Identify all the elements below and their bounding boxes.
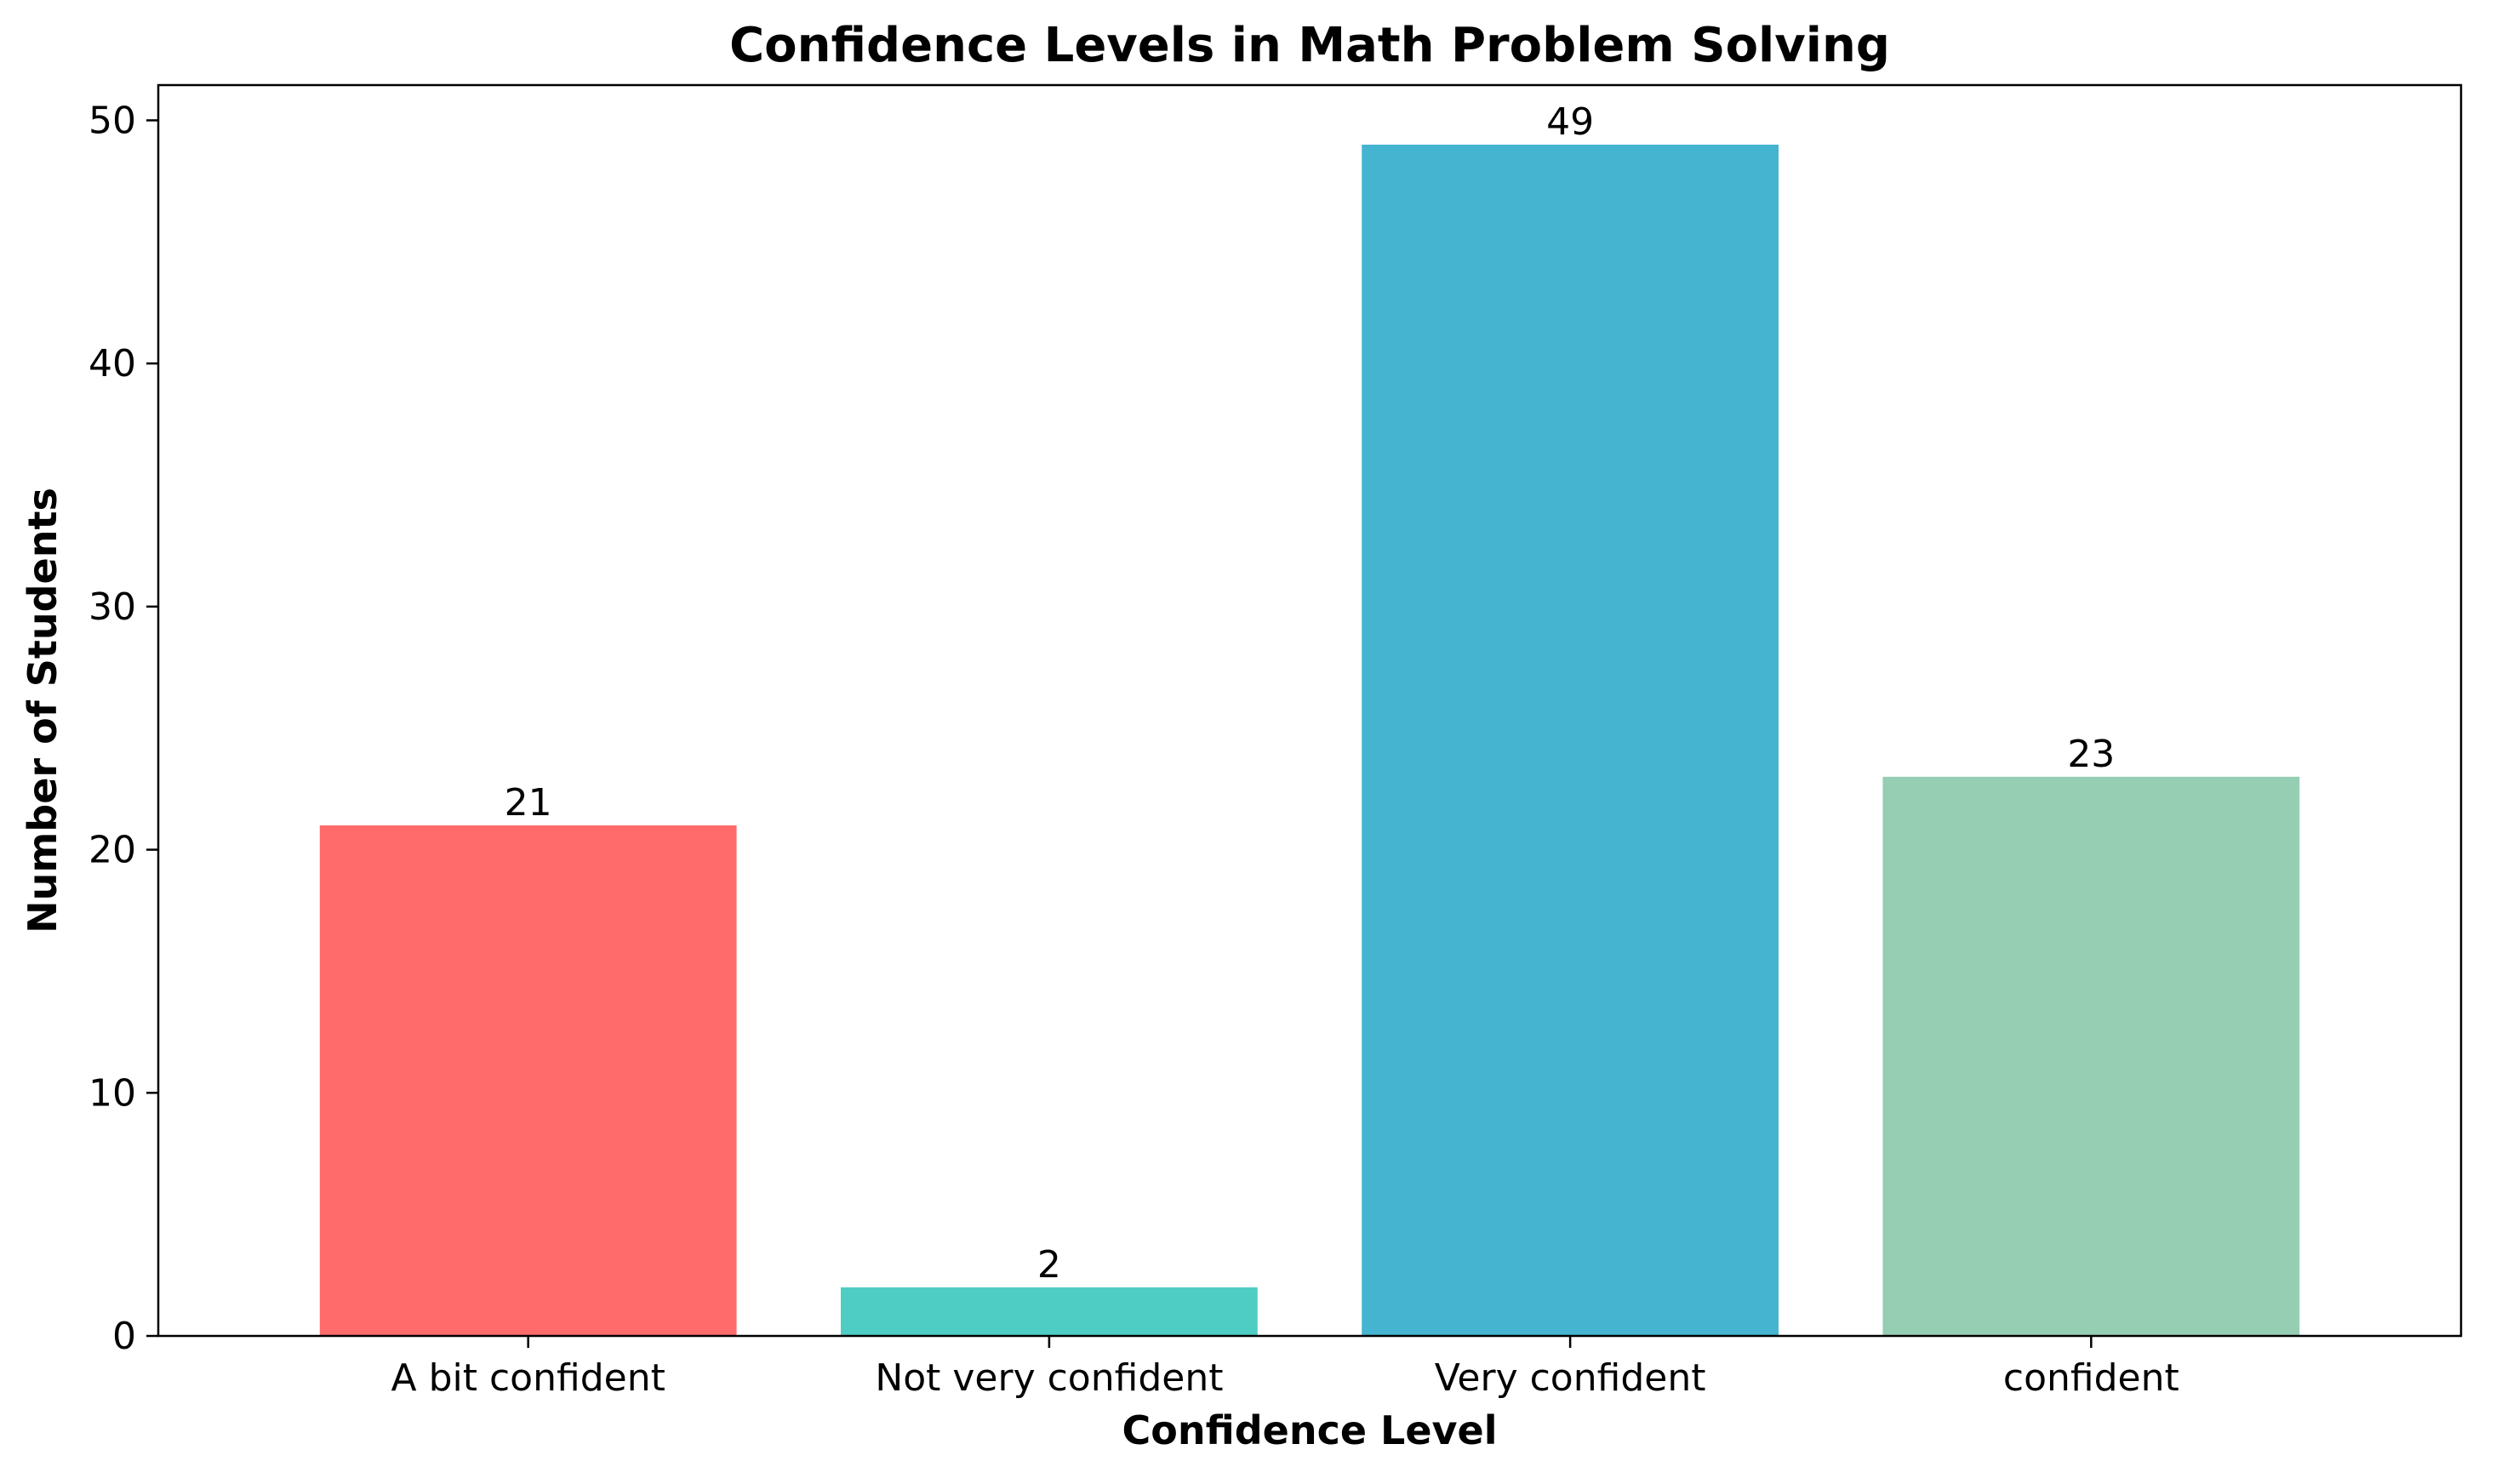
bar-value-label: 21	[505, 781, 552, 825]
bar-0	[319, 825, 737, 1336]
x-tick-label: Very confident	[1435, 1356, 1706, 1400]
y-tick-label: 20	[89, 829, 136, 872]
bar-1	[841, 1287, 1258, 1336]
y-tick-label: 0	[112, 1315, 136, 1358]
bar-value-label: 49	[1546, 100, 1594, 144]
bar-value-label: 23	[2067, 733, 2115, 776]
x-axis-label: Confidence Level	[1122, 1407, 1497, 1453]
bar-value-label: 2	[1037, 1243, 1061, 1287]
bar-2	[1362, 145, 1779, 1336]
y-axis-ticks: 0 10 20 30 40 50	[89, 99, 158, 1358]
chart-title: Confidence Levels in Math Problem Solvin…	[729, 18, 1890, 73]
x-tick-label: A bit confident	[391, 1356, 665, 1400]
y-tick-label: 40	[89, 342, 136, 385]
y-tick-label: 30	[89, 585, 136, 629]
value-labels-layer: 21 2 49 23	[505, 100, 2116, 1287]
bars-layer	[319, 145, 2300, 1336]
plot-area-frame	[157, 83, 2463, 1338]
y-tick-label: 50	[89, 99, 136, 142]
x-tick-label: confident	[2003, 1356, 2179, 1400]
y-axis-label: Number of Students	[20, 488, 66, 933]
bar-3	[1882, 776, 2300, 1336]
y-tick-label: 10	[89, 1071, 136, 1115]
x-axis-ticks: A bit confident Not very confident Very co…	[391, 1336, 2179, 1400]
x-tick-label: Not very confident	[875, 1356, 1223, 1400]
